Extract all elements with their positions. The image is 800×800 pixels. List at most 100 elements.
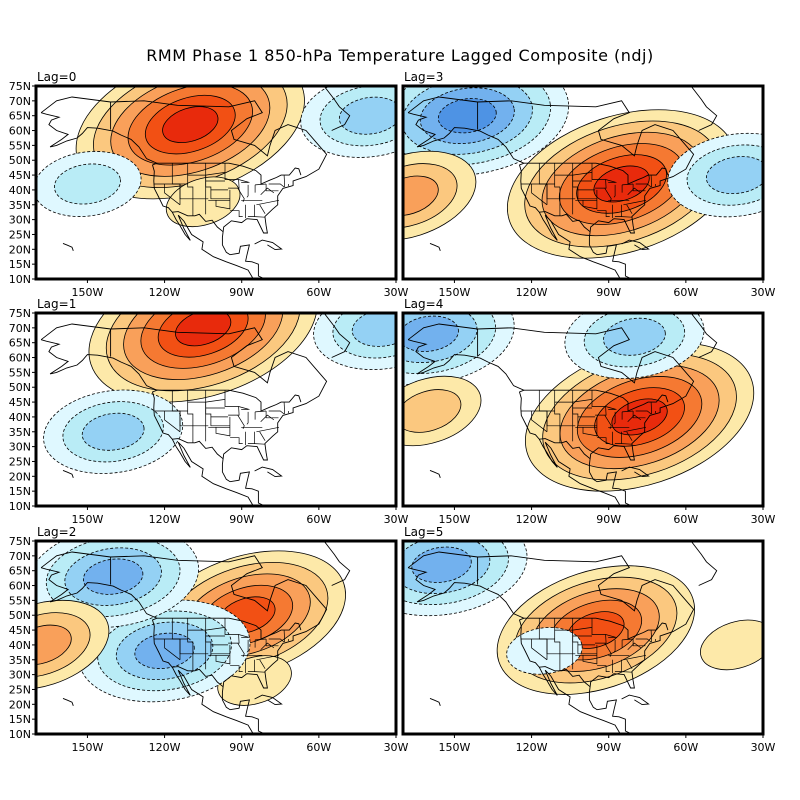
cuba-coast: [621, 239, 650, 251]
state-border: [164, 184, 181, 206]
state-border: [621, 216, 632, 218]
y-tick-label: 65N: [9, 110, 31, 123]
y-tick-label: 20N: [9, 698, 31, 711]
x-tick-label: 150W: [71, 286, 103, 299]
x-tick-label: 90W: [229, 741, 254, 754]
state-border: [256, 199, 280, 206]
us-canada-border: [523, 617, 669, 640]
east-coastline: [40, 323, 328, 506]
east-coastline: [407, 323, 695, 506]
y-tick-label: 70N: [9, 95, 31, 108]
warm-anomaly-contour: [611, 398, 668, 436]
state-border: [283, 630, 286, 643]
state-border: [260, 414, 275, 422]
x-tick-label: 120W: [149, 741, 181, 754]
state-border: [230, 437, 243, 444]
x-tick-label: 90W: [229, 513, 254, 526]
state-border: [531, 184, 548, 206]
y-tick-label: 10N: [9, 273, 31, 286]
anomaly-field: [403, 313, 755, 506]
x-tick-label: 150W: [71, 741, 103, 754]
cool-anomaly-contour: [81, 412, 145, 451]
cuba-coast: [254, 239, 283, 251]
state-border: [237, 188, 245, 202]
y-tick-label: 75N: [9, 80, 31, 93]
state-border: [531, 411, 548, 433]
state-border: [205, 399, 226, 403]
coastlines-and-borders: [407, 313, 718, 506]
anomaly-field: [403, 86, 763, 279]
state-border: [626, 659, 633, 669]
panel-frame: [34, 311, 398, 508]
state-border: [622, 638, 634, 641]
state-border: [632, 411, 646, 419]
cuba-coast: [254, 694, 283, 706]
y-tick-label: 40N: [9, 184, 31, 197]
cuba-coast: [254, 466, 283, 478]
coastlines-and-borders: [407, 541, 718, 734]
state-border: [254, 443, 265, 445]
x-tick-label: 30W: [384, 741, 409, 754]
y-tick-label: 50N: [9, 154, 31, 167]
warm-anomaly-contour: [175, 313, 232, 347]
panel-label: Lag=1: [37, 297, 76, 311]
x-tick-label: 120W: [149, 513, 181, 526]
y-tick-label: 10N: [9, 728, 31, 741]
cool-anomaly-contour: [705, 156, 763, 195]
state-border: [531, 639, 548, 661]
cool-anomaly-contour: [437, 98, 497, 134]
x-tick-label: 60W: [306, 286, 331, 299]
x-tick-label: 150W: [71, 513, 103, 526]
state-border: [613, 184, 616, 198]
x-tick-label: 90W: [596, 741, 621, 754]
state-border: [572, 627, 593, 631]
y-tick-label: 25N: [9, 228, 31, 241]
state-border: [597, 665, 610, 672]
y-tick-label: 15N: [9, 485, 31, 498]
x-tick-label: 30W: [751, 741, 776, 754]
x-tick-label: 30W: [751, 286, 776, 299]
x-tick-label: 120W: [149, 286, 181, 299]
hawaii: [62, 242, 74, 251]
state-border: [238, 179, 250, 183]
state-border: [604, 643, 612, 657]
x-tick-label: 120W: [516, 513, 548, 526]
x-tick-label: 90W: [229, 286, 254, 299]
state-border: [246, 411, 249, 425]
state-border: [246, 639, 249, 653]
state-border: [621, 671, 632, 673]
state-border: [215, 655, 231, 665]
y-tick-label: 15N: [9, 258, 31, 271]
state-border: [283, 175, 286, 188]
state-border: [605, 406, 617, 410]
x-tick-label: 30W: [384, 513, 409, 526]
y-tick-label: 60N: [9, 580, 31, 593]
y-tick-label: 45N: [9, 169, 31, 182]
x-tick-label: 60W: [673, 741, 698, 754]
x-tick-label: 60W: [673, 286, 698, 299]
state-border: [582, 427, 598, 437]
y-tick-label: 30N: [9, 669, 31, 682]
state-border: [179, 639, 209, 655]
y-tick-label: 60N: [9, 125, 31, 138]
y-tick-label: 70N: [9, 322, 31, 335]
y-tick-label: 35N: [9, 654, 31, 667]
state-border: [230, 210, 243, 217]
figure-title: RMM Phase 1 850-hPa Temperature Lagged C…: [146, 46, 653, 65]
state-border: [613, 411, 616, 425]
state-border: [205, 172, 226, 176]
state-border: [283, 402, 286, 415]
panel-frame: [401, 539, 765, 736]
state-border: [238, 406, 250, 410]
y-tick-label: 50N: [9, 609, 31, 622]
coastlines-and-borders: [407, 86, 718, 279]
y-tick-label: 55N: [9, 366, 31, 379]
state-border: [604, 188, 612, 202]
state-border: [256, 426, 280, 433]
state-border: [265, 639, 279, 647]
state-border: [254, 216, 265, 218]
us-mexico-border: [539, 211, 591, 233]
